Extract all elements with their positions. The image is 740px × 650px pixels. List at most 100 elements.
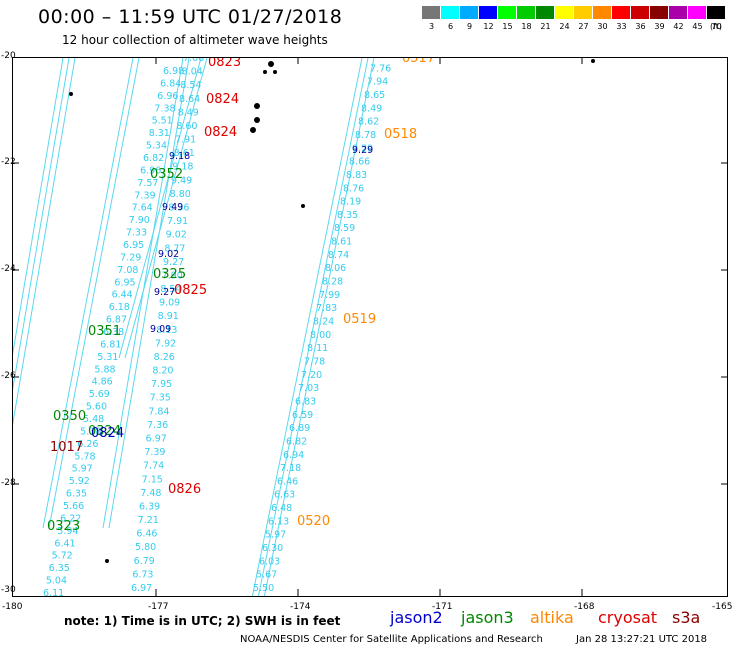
- wave-height-value: 9.18: [172, 162, 193, 173]
- wave-height-value: 8.74: [328, 250, 349, 261]
- wave-height-value: 6.97: [146, 434, 167, 445]
- island-shape: [254, 117, 260, 123]
- wave-height-value: 7.92: [155, 338, 176, 349]
- wave-height-value: 6.41: [54, 538, 75, 549]
- wave-height-value: 6.84: [160, 78, 181, 89]
- satellite-legend-jason2: jason2: [390, 608, 443, 627]
- wave-height-value-jason2: 9.02: [158, 249, 179, 260]
- wave-height-value: 7.90: [129, 215, 150, 226]
- wave-height-value: 8.61: [331, 237, 352, 248]
- wave-height-value: 7.39: [134, 190, 155, 201]
- island-shape: [301, 204, 305, 208]
- wave-height-value-jason2: 9.49: [162, 202, 183, 213]
- legend-swatch: [593, 6, 612, 19]
- legend-swatch: [479, 6, 498, 19]
- track-id-label: 0325: [153, 267, 186, 282]
- wave-height-value: 5.66: [63, 501, 84, 512]
- wave-height-value: 5.60: [86, 402, 107, 413]
- page-title: 00:00 – 11:59 UTC 01/27/2018: [38, 6, 343, 28]
- wave-height-value: 5.94: [57, 526, 78, 537]
- wave-height-value: 8.36: [168, 202, 189, 213]
- wave-height-value: 6.46: [136, 529, 157, 540]
- legend-swatch: [460, 6, 479, 19]
- track-id-label: 0350: [53, 409, 86, 424]
- legend-label: 30: [597, 22, 608, 31]
- wave-height-value: 7.39: [144, 447, 165, 458]
- wave-height-value: 6.82: [143, 153, 164, 164]
- ground-track-line: [124, 58, 208, 359]
- wave-height-map: 7.81 7.76 7.94 8.65 8.49 8.62 8.78 9.29 8.66 8.83…: [12, 57, 728, 597]
- legend-unit: (ft): [710, 22, 723, 31]
- satellite-legend-altika: altika: [530, 608, 574, 627]
- wave-height-value: 7.76: [370, 63, 391, 74]
- wave-height-value: 5.67: [256, 570, 277, 581]
- page-subtitle: 12 hour collection of altimeter wave hei…: [62, 33, 328, 47]
- wave-height-value: 9.29: [352, 143, 373, 154]
- track-id-label: 0826: [168, 482, 201, 497]
- wave-height-value: 7.20: [301, 370, 322, 381]
- wave-height-value: 5.38: [80, 426, 101, 437]
- ground-track-line: [13, 58, 70, 390]
- wave-height-value: 6.30: [262, 543, 283, 554]
- wave-height-value: 8.24: [313, 317, 334, 328]
- wave-height-value: 8.26: [154, 352, 175, 363]
- ground-track-line: [48, 58, 140, 529]
- wave-height-value: 8.11: [307, 343, 328, 354]
- note-text: note: 1) Time is in UTC; 2) SWH is in fe…: [64, 614, 341, 628]
- wave-height-value: 8.78: [355, 130, 376, 141]
- wave-height-value: 7.18: [280, 463, 301, 474]
- wave-height-value: 6.73: [132, 569, 153, 580]
- legend-swatch: [707, 6, 726, 19]
- ground-track-line: [13, 58, 76, 426]
- ground-track-line: [108, 58, 190, 529]
- wave-height-value: 6.96: [140, 165, 161, 176]
- wave-height-value: 6.87: [106, 315, 127, 326]
- wave-height-value: 6.95: [114, 277, 135, 288]
- track-id-label: 0517: [402, 58, 435, 66]
- legend-swatch: [498, 6, 517, 19]
- wave-height-value-jason2: 9.09: [150, 324, 171, 335]
- wave-height-value: 8.65: [364, 90, 385, 101]
- wave-height-value: 7.94: [367, 77, 388, 88]
- wave-height-value: 7.99: [319, 290, 340, 301]
- legend-label: 21: [540, 22, 551, 31]
- wave-height-value: 4.86: [92, 377, 113, 388]
- legend-label: 39: [654, 22, 665, 31]
- track-id-label: 0824: [204, 125, 237, 140]
- wave-height-value: 7.84: [148, 406, 169, 417]
- longitude-label: -171: [432, 602, 453, 612]
- legend-swatch: [631, 6, 650, 19]
- wave-height-value: 7.83: [316, 303, 337, 314]
- track-id-label: 0518: [384, 127, 417, 142]
- legend-label: 18: [521, 22, 532, 31]
- legend-swatch: [574, 6, 593, 19]
- island-shape: [591, 59, 595, 63]
- wave-height-value: 6.38: [103, 327, 124, 338]
- wave-height-value: 6.35: [66, 489, 87, 500]
- wave-height-value: 8.19: [340, 197, 361, 208]
- ground-track-line: [263, 58, 375, 596]
- island-shape: [254, 103, 260, 109]
- legend-swatch: [555, 6, 574, 19]
- wave-height-value: 8.20: [152, 366, 173, 377]
- longitude-label: -174: [290, 602, 311, 612]
- wave-height-value: 7.95: [151, 379, 172, 390]
- satellite-legend-cryosat: cryosat: [598, 608, 658, 627]
- satellite-legend-s3a: s3a: [672, 608, 701, 627]
- wave-height-value: 7.91: [167, 216, 188, 227]
- wave-height-value: 8.31: [149, 128, 170, 139]
- wave-height-value: 9.09: [159, 298, 180, 309]
- island-shape: [263, 70, 267, 74]
- legend-swatch: [441, 6, 460, 19]
- track-id-label: 0823: [208, 58, 241, 70]
- wave-height-value-jason2: 9.18: [169, 151, 190, 162]
- generation-timestamp: Jan 28 13:27:21 UTC 2018: [576, 634, 708, 645]
- wave-height-value: 7.15: [142, 474, 163, 485]
- wave-height-value: 6.13: [268, 516, 289, 527]
- color-legend: [422, 6, 726, 19]
- track-id-label: 0323: [47, 519, 80, 534]
- latitude-label: -28: [1, 478, 16, 488]
- wave-height-value: 6.39: [139, 501, 160, 512]
- island-shape: [250, 127, 256, 133]
- wave-height-value: 5.97: [72, 464, 93, 475]
